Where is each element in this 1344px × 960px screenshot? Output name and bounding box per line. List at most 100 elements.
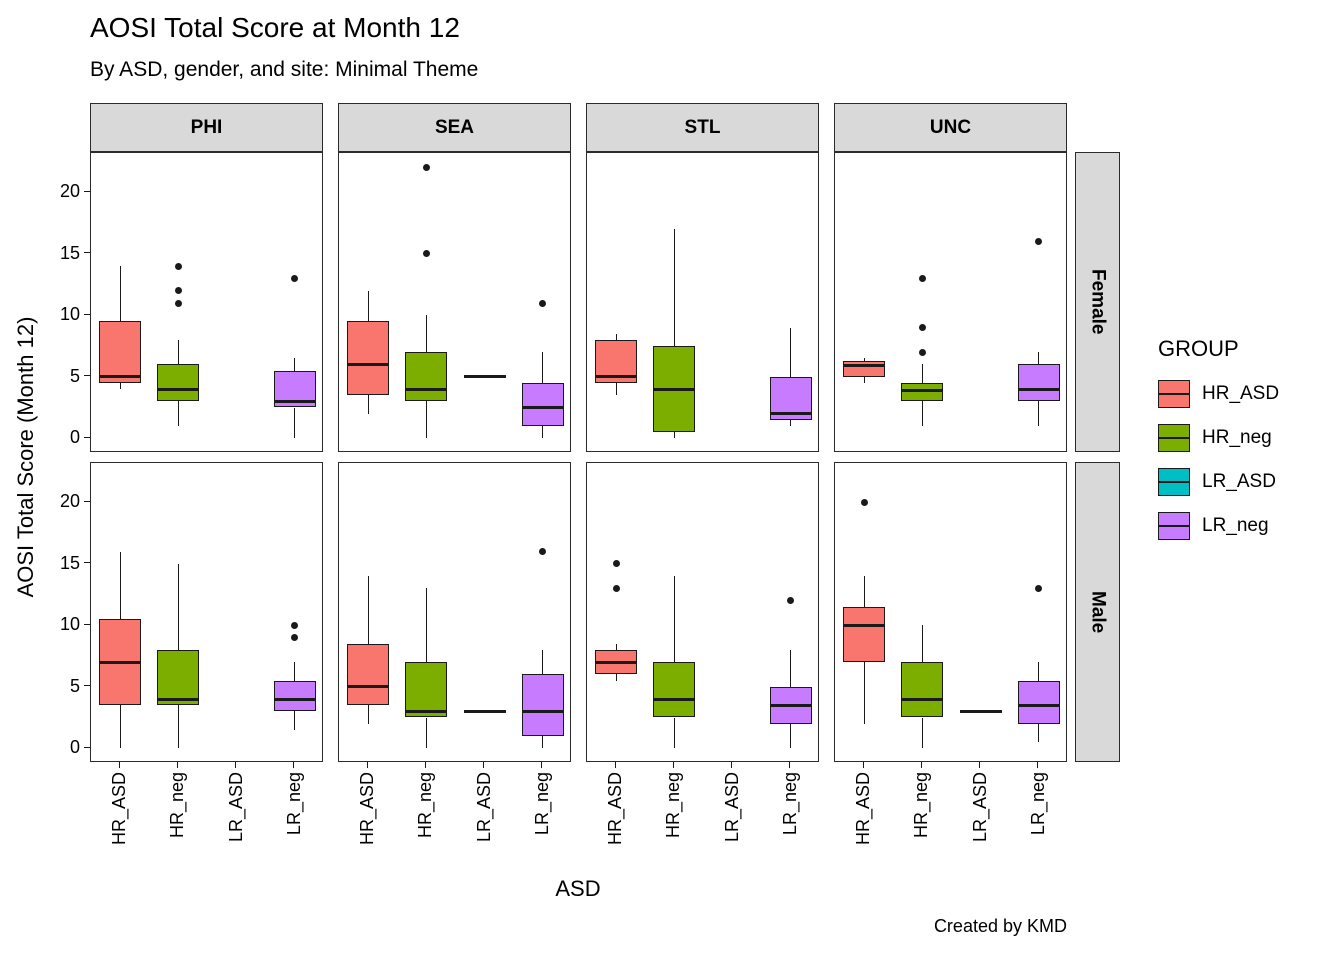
median-line-HR_neg [901, 697, 944, 701]
whisker-upper-HR_neg [425, 588, 427, 663]
median-line-HR_ASD [595, 660, 638, 664]
whisker-upper-HR_ASD [615, 643, 617, 650]
x-tick-mark [979, 762, 981, 768]
outlier-dot-HR_neg [174, 262, 182, 270]
median-line-HR_neg [901, 388, 944, 392]
median-line-HR_ASD [99, 375, 142, 379]
outlier-dot-LR_neg [539, 548, 547, 556]
y-tick-label: 10 [59, 304, 80, 325]
whisker-upper-HR_neg [921, 625, 923, 663]
outlier-dot-LR_neg [291, 274, 299, 282]
x-tick-mark [424, 762, 426, 768]
x-tick-mark [920, 762, 922, 768]
whisker-upper-HR_ASD [367, 576, 369, 644]
whisker-lower-HR_neg [425, 717, 427, 749]
x-tick-label: HR_neg [167, 772, 188, 839]
boxplot-box-LR_neg [1017, 680, 1060, 724]
boxplot-box-HR_neg [901, 662, 944, 718]
legend-label: LR_neg [1202, 515, 1269, 536]
y-tick-mark [84, 252, 90, 254]
x-tick-label: HR_neg [415, 772, 436, 839]
boxplot-box-HR_neg [901, 382, 944, 402]
legend-entry-HR_ASD: HR_ASD [1158, 380, 1279, 408]
whisker-lower-HR_neg [673, 432, 675, 439]
x-tick-mark [235, 762, 237, 768]
legend-entry-HR_neg: HR_neg [1158, 424, 1279, 452]
facet-strip-col-STL: STL [586, 103, 819, 152]
outlier-dot-HR_neg [422, 250, 430, 258]
y-tick-label: 5 [69, 675, 80, 696]
boxplot-box-HR_neg [405, 352, 448, 402]
x-tick-mark [789, 762, 791, 768]
boxplot-box-HR_ASD [99, 321, 142, 383]
whisker-upper-HR_neg [673, 576, 675, 663]
legend-entry-LR_ASD: LR_ASD [1158, 468, 1279, 496]
whisker-upper-HR_ASD [119, 266, 121, 322]
median-line-HR_neg [653, 697, 696, 701]
legend-entry-LR_neg: LR_neg [1158, 512, 1279, 540]
median-line-HR_neg [157, 387, 200, 391]
facet-strip-col-PHI: PHI [90, 103, 323, 152]
whisker-upper-LR_neg [294, 662, 296, 681]
whisker-lower-LR_neg [790, 419, 792, 426]
outlier-dot-HR_ASD [860, 498, 868, 506]
facet-strip-col-UNC: UNC [834, 103, 1067, 152]
whisker-upper-HR_neg [921, 364, 923, 383]
whisker-upper-LR_neg [790, 327, 792, 377]
whisker-lower-HR_ASD [119, 705, 121, 749]
median-line-HR_neg [405, 387, 448, 391]
whisker-upper-LR_neg [790, 649, 792, 687]
x-tick-mark [672, 762, 674, 768]
whisker-upper-LR_neg [1038, 662, 1040, 681]
whisker-lower-HR_ASD [615, 382, 617, 396]
outlier-dot-HR_neg [174, 287, 182, 295]
legend-entries: HR_ASD HR_neg LR_ASD LR_neg [1158, 380, 1279, 540]
median-line-HR_ASD [347, 685, 390, 689]
legend-key-HR_neg [1158, 424, 1190, 452]
outlier-dot-LR_neg [291, 634, 299, 642]
y-tick-mark [84, 500, 90, 502]
y-axis-title: AOSI Total Score (Month 12) [13, 316, 38, 598]
outlier-dot-LR_neg [1035, 584, 1043, 592]
median-line-HR_neg [405, 709, 448, 713]
outlier-dot-LR_neg [291, 621, 299, 629]
outlier-dot-HR_neg [918, 348, 926, 356]
median-line-HR_ASD [595, 375, 638, 379]
boxplot-box-HR_ASD [347, 643, 390, 706]
y-tick-mark [84, 562, 90, 564]
y-tick-label: 10 [59, 614, 80, 635]
x-tick-label: LR_neg [779, 772, 800, 836]
whisker-upper-HR_ASD [119, 551, 121, 620]
facet-strip-col-SEA: SEA [338, 103, 571, 152]
whisker-upper-HR_ASD [367, 290, 369, 322]
y-tick-label: 15 [59, 552, 80, 573]
whisker-lower-HR_neg [921, 401, 923, 426]
whisker-lower-HR_neg [425, 401, 427, 439]
boxplot-box-LR_neg [1017, 364, 1060, 402]
median-line-LR_neg [521, 709, 564, 713]
y-tick-mark [84, 313, 90, 315]
legend-title: GROUP [1158, 336, 1239, 361]
x-tick-mark [862, 762, 864, 768]
boxplot-box-HR_neg [157, 364, 200, 402]
whisker-upper-HR_ASD [863, 576, 865, 607]
x-tick-label: HR_ASD [853, 772, 874, 846]
chart-subtitle: By ASD, gender, and site: Minimal Theme [90, 58, 479, 81]
whisker-upper-LR_neg [542, 352, 544, 383]
outlier-dot-HR_neg [174, 299, 182, 307]
y-tick-label: 0 [69, 427, 80, 448]
y-tick-label: 5 [69, 365, 80, 386]
median-line-HR_ASD [843, 623, 886, 627]
median-line-LR_neg [769, 703, 812, 707]
box-single-LR_ASD [959, 709, 1002, 713]
whisker-lower-HR_neg [921, 717, 923, 749]
outlier-dot-HR_neg [918, 324, 926, 332]
x-tick-label: LR_ASD [225, 772, 246, 843]
x-tick-mark [483, 762, 485, 768]
boxplot-box-HR_neg [653, 662, 696, 718]
outlier-dot-HR_neg [918, 274, 926, 282]
median-line-LR_neg [521, 406, 564, 409]
y-tick-mark [84, 685, 90, 687]
outlier-dot-LR_neg [539, 299, 547, 307]
